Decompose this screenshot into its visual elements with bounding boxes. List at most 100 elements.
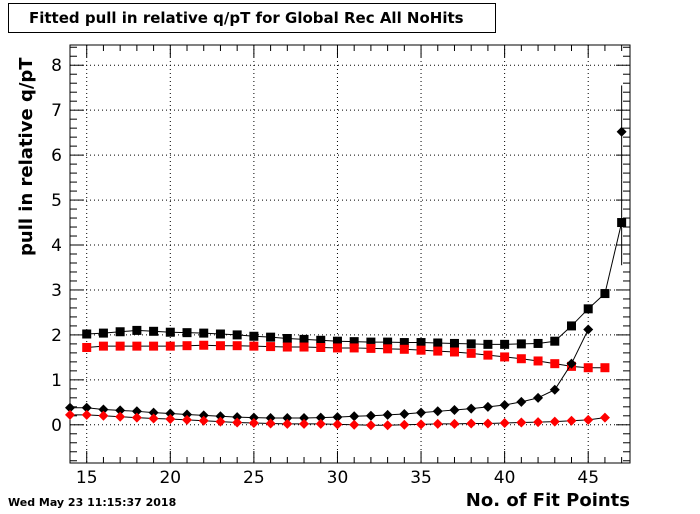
data-point: [215, 416, 226, 427]
data-point: [115, 405, 126, 416]
data-point: [132, 341, 142, 351]
data-point: [449, 418, 460, 429]
data-point: [516, 354, 526, 364]
data-point: [165, 413, 176, 424]
data-point: [599, 412, 610, 423]
x-tick-label: 20: [159, 468, 181, 488]
data-point: [365, 420, 376, 431]
data-point: [98, 341, 108, 351]
y-tick-label: 2: [51, 326, 62, 346]
y-tick-label: 0: [51, 416, 62, 436]
connector-line: [571, 329, 589, 364]
y-tick-label: 4: [51, 236, 62, 256]
data-point: [249, 341, 259, 351]
data-point: [232, 412, 243, 423]
data-points: [65, 126, 627, 431]
data-point: [131, 406, 142, 417]
data-point: [249, 331, 259, 341]
data-point: [198, 410, 209, 421]
data-point: [148, 407, 159, 418]
data-point: [266, 342, 276, 352]
data-point: [432, 418, 443, 429]
data-point: [533, 338, 543, 348]
data-point: [549, 416, 560, 427]
data-point: [215, 411, 226, 422]
data-point: [600, 363, 610, 373]
x-tick-label: 40: [494, 468, 516, 488]
data-point: [550, 336, 560, 346]
y-tick-label: 5: [51, 191, 62, 211]
data-point: [316, 342, 326, 352]
data-point: [416, 407, 427, 418]
data-point: [583, 414, 594, 425]
data-point: [516, 417, 527, 428]
data-point: [383, 337, 393, 347]
data-point: [466, 418, 477, 429]
data-point: [583, 363, 593, 373]
data-point: [449, 347, 459, 357]
data-point: [199, 340, 209, 350]
data-point: [616, 126, 627, 137]
data-point: [148, 413, 159, 424]
data-point: [516, 339, 526, 349]
data-point: [282, 418, 293, 429]
series-1: [82, 340, 610, 373]
x-tick-label: 45: [577, 468, 599, 488]
grid: [70, 45, 630, 463]
y-tick-label: 8: [51, 56, 62, 76]
y-tick-label: 3: [51, 281, 62, 301]
connector-line: [604, 222, 623, 294]
data-point: [500, 352, 510, 362]
connector-line: [554, 363, 572, 391]
data-point: [115, 327, 125, 337]
x-tick-label: 35: [410, 468, 432, 488]
data-point: [131, 412, 142, 423]
y-tick-label: 7: [51, 101, 62, 121]
data-point: [266, 332, 276, 342]
data-point: [98, 410, 109, 421]
data-point: [533, 392, 544, 403]
series-0: [82, 218, 627, 349]
data-point: [499, 400, 510, 411]
x-tick-label: 25: [243, 468, 265, 488]
data-point: [416, 419, 427, 430]
data-point: [165, 341, 175, 351]
data-point: [533, 417, 544, 428]
data-point: [248, 412, 259, 423]
data-point: [149, 326, 159, 336]
data-point: [399, 344, 409, 354]
data-point: [282, 333, 292, 343]
data-point: [583, 304, 593, 314]
data-point: [182, 409, 193, 420]
data-point: [115, 341, 125, 351]
data-point: [482, 401, 493, 412]
data-point: [499, 417, 510, 428]
data-point: [416, 345, 426, 355]
x-tick-label: 30: [327, 468, 349, 488]
data-point: [65, 402, 75, 413]
data-point: [349, 337, 359, 347]
data-point: [600, 289, 610, 299]
data-point: [165, 327, 175, 337]
data-point: [399, 338, 409, 348]
data-point: [232, 417, 243, 428]
data-point: [432, 406, 443, 417]
data-point: [215, 341, 225, 351]
data-point: [248, 417, 259, 428]
x-axis-label: No. of Fit Points: [465, 490, 630, 511]
data-point: [98, 328, 108, 338]
data-point: [332, 412, 343, 423]
data-point: [365, 410, 376, 421]
data-point: [299, 413, 310, 424]
data-point: [232, 330, 242, 340]
data-point: [165, 408, 176, 419]
data-point: [349, 419, 360, 430]
data-point: [366, 343, 376, 353]
data-point: [416, 338, 426, 348]
data-point: [566, 321, 576, 331]
data-point: [533, 356, 543, 366]
data-point: [382, 420, 393, 431]
timestamp: Wed May 23 11:15:37 2018: [8, 496, 177, 509]
data-point: [82, 329, 92, 339]
